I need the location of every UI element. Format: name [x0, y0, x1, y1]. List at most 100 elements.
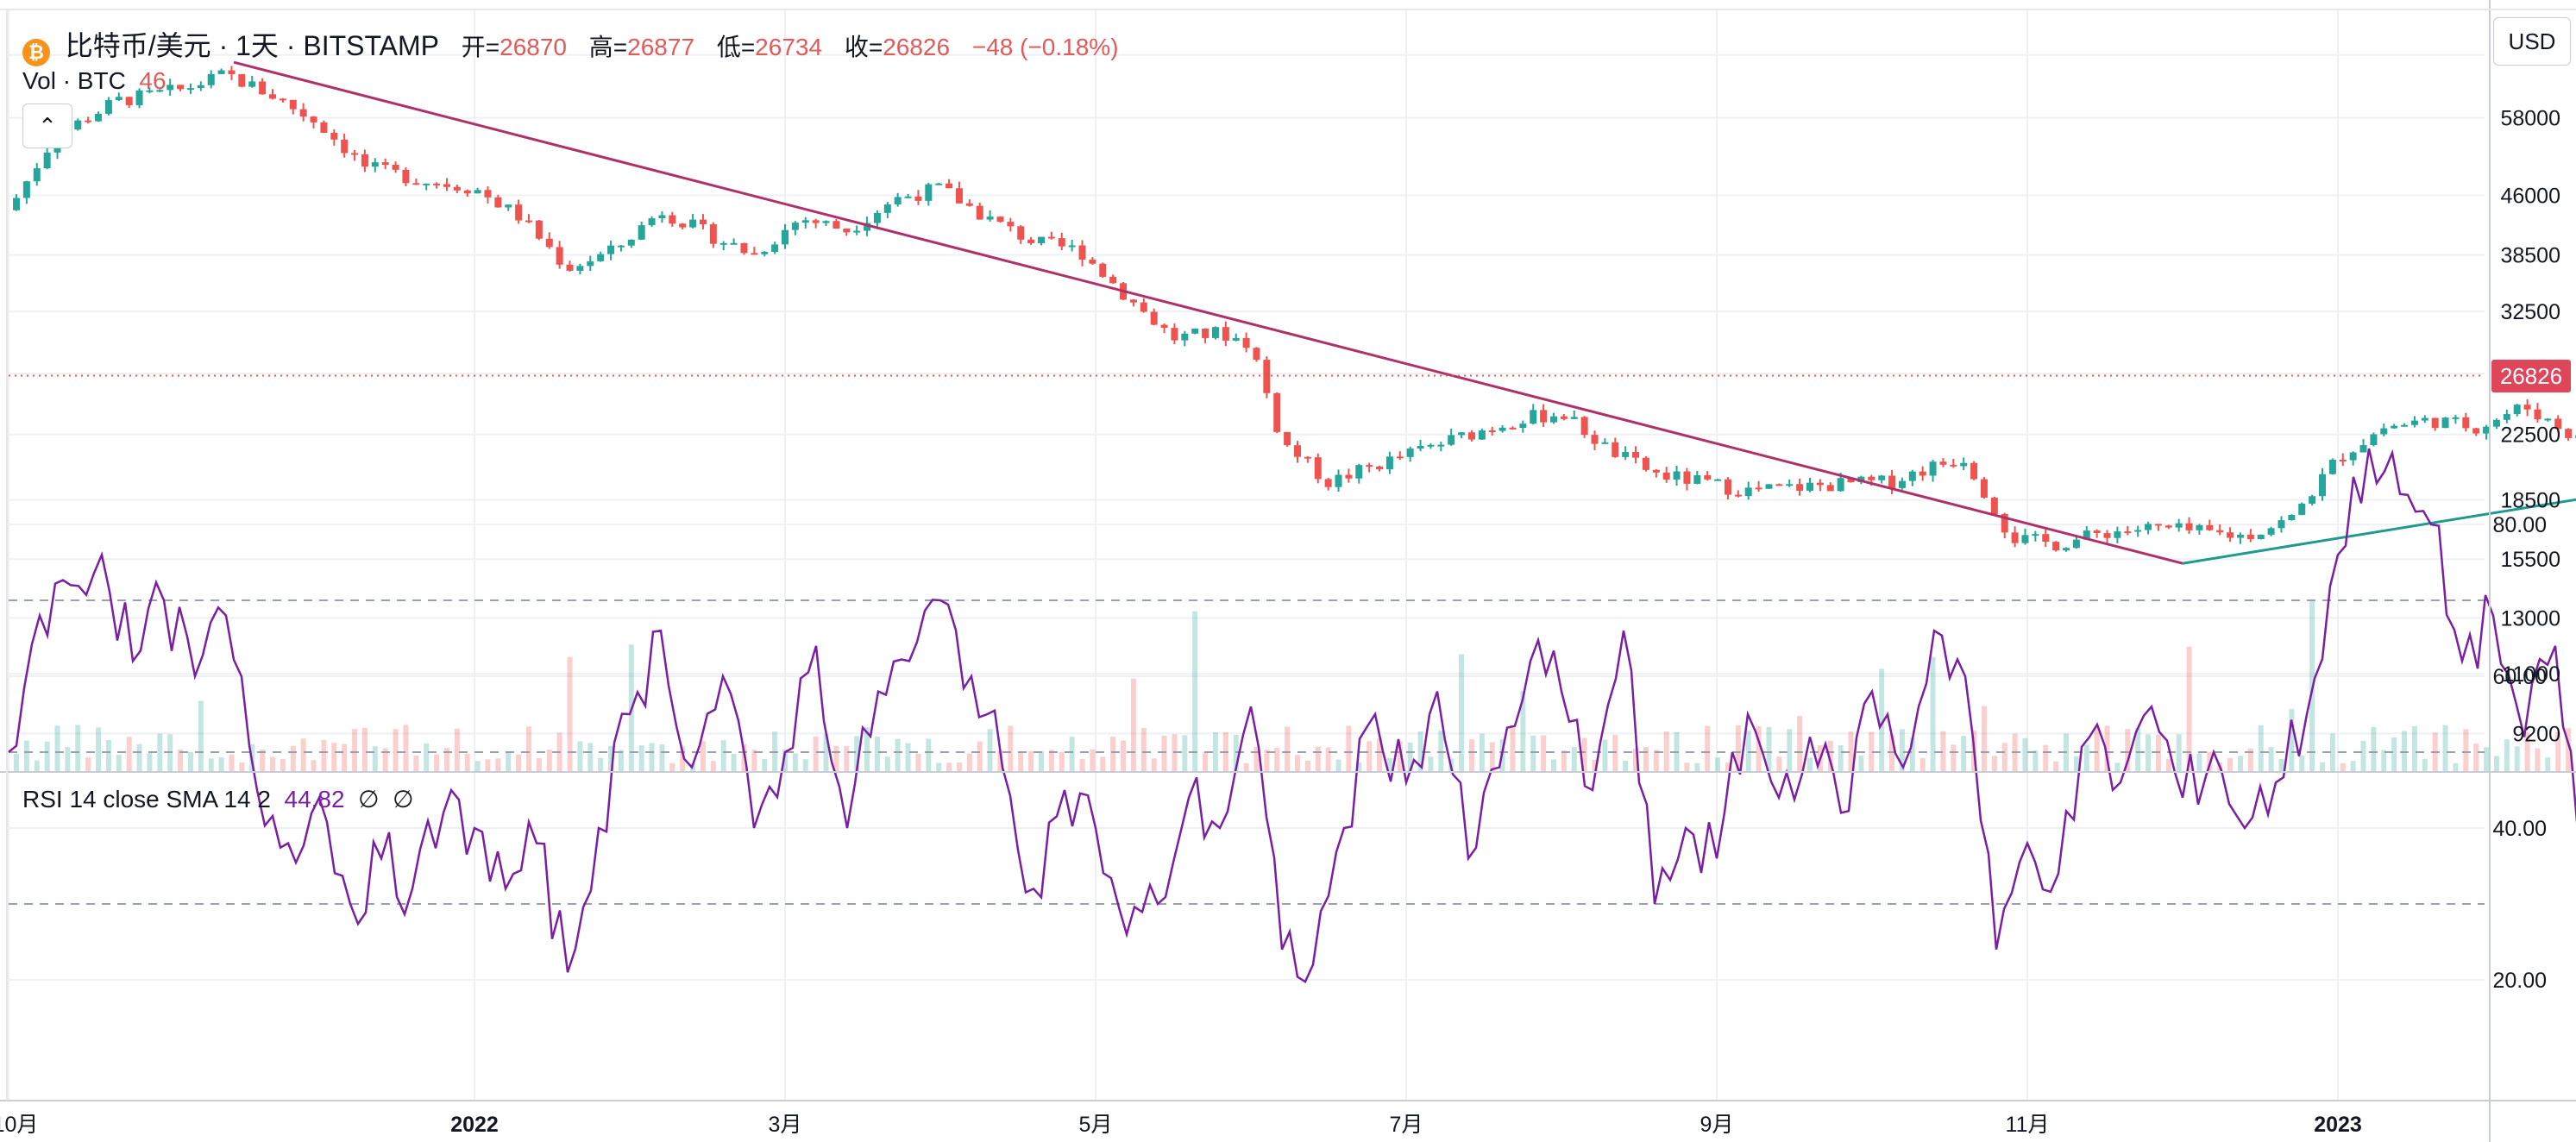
volume-bar: [2053, 761, 2059, 772]
volume-bar: [2504, 739, 2510, 772]
volume-bar: [2083, 744, 2089, 772]
volume-bar: [1100, 756, 1106, 772]
candle-body: [1642, 457, 1649, 470]
low-value: 26734: [755, 34, 823, 60]
volume-bar: [2535, 748, 2541, 772]
candle-body: [1335, 474, 1342, 487]
volume-bar: [1090, 749, 1096, 772]
volume-bar: [966, 753, 972, 772]
time-tick-label: 10月: [0, 1113, 38, 1137]
candle-body: [1253, 348, 1260, 361]
volume-bar: [198, 700, 204, 772]
candle-body: [751, 253, 758, 255]
candle-body: [1448, 435, 1455, 445]
candle-body: [1273, 392, 1281, 432]
volume-bar: [2268, 747, 2274, 772]
candle-body: [1385, 456, 1393, 470]
candle-body: [1324, 479, 1332, 487]
volume-bar: [382, 748, 388, 772]
candle-body: [1673, 471, 1681, 480]
rsi-label: RSI 14 close SMA 14 2: [22, 786, 271, 813]
candle-body: [597, 254, 605, 261]
volume-bar: [2299, 755, 2305, 772]
candle-body: [1047, 236, 1055, 239]
candle-body: [1345, 474, 1353, 479]
volume-bar: [1140, 728, 1147, 772]
trendline-uptrend-2023[interactable]: [2182, 306, 2576, 565]
time-tick-label: 2023: [2314, 1113, 2362, 1137]
time-axis[interactable]: 10月20223月5月7月9月11月20233月5月7月9月: [0, 1113, 2576, 1137]
volume-bar: [1253, 746, 1260, 772]
candle-body: [2227, 532, 2234, 538]
candle-body: [1171, 328, 1178, 341]
candle-body: [1868, 476, 1875, 480]
candle-body: [177, 85, 185, 90]
volume-bar: [1705, 725, 1711, 772]
candle-body: [607, 245, 615, 254]
volume-bar: [1848, 731, 1854, 772]
symbol-title[interactable]: 比特币/美元 · 1天 · BITSTAMP: [65, 30, 439, 61]
volume-bar: [1489, 742, 1495, 772]
volume-bar: [403, 725, 409, 772]
candle-body: [2421, 417, 2428, 421]
volume-bar: [2453, 762, 2459, 772]
candle-body: [1202, 328, 1209, 338]
volume-bar: [1285, 726, 1291, 772]
volume-bar: [1889, 734, 1895, 772]
volume-bar: [1233, 735, 1239, 772]
time-tick-label: 2022: [450, 1113, 499, 1137]
volume-bar: [1797, 715, 1803, 772]
candle-body: [1519, 424, 1527, 429]
candle-body: [494, 197, 502, 208]
trendline-downtrend-2022[interactable]: [233, 60, 2183, 565]
rsi-legend[interactable]: RSI 14 close SMA 14 2 44.82 ∅ ∅: [22, 785, 413, 813]
price-tick-label: 11000: [2502, 662, 2560, 687]
price-axis[interactable]: 7000058000460003850032500225001850015500…: [2500, 44, 2560, 747]
candle-body: [135, 90, 143, 105]
candle-body: [1765, 484, 1773, 489]
volume-bar: [710, 761, 716, 772]
currency-button[interactable]: USD: [2493, 17, 2571, 66]
trendlines[interactable]: [9, 10, 2576, 772]
volume-bar: [1008, 725, 1014, 772]
candle-body: [627, 239, 635, 246]
candle-body: [1847, 478, 1855, 483]
volume-bar: [2545, 757, 2551, 772]
volume-bar: [1039, 750, 1044, 772]
candle-body: [2196, 524, 2203, 530]
candle-body: [1458, 432, 1466, 436]
candle-body: [1478, 430, 1486, 440]
volume-bar: [997, 750, 1003, 772]
volume-legend[interactable]: Vol · BTC 46: [22, 67, 166, 95]
price-tick-label: 38500: [2500, 244, 2560, 268]
rsi-tick-label: 40.00: [2492, 817, 2547, 841]
candle-body: [1129, 299, 1137, 303]
volume-bar: [1807, 757, 1813, 772]
candle-body: [1755, 487, 1762, 490]
candle-body: [505, 204, 512, 208]
candle-body: [310, 116, 317, 122]
candle-body: [2565, 429, 2573, 438]
candle-body: [2246, 534, 2254, 540]
candle-body: [320, 122, 328, 133]
volume-bar: [2289, 708, 2295, 772]
candle-body: [2145, 524, 2152, 530]
volume-bars: [14, 599, 2572, 772]
candle-body: [95, 113, 103, 122]
candle-body: [1919, 471, 1926, 476]
candle-body: [525, 220, 532, 223]
volume-bar: [342, 744, 348, 772]
candle-body: [2328, 459, 2336, 474]
volume-bar: [638, 745, 644, 772]
close-value: 26826: [883, 34, 951, 60]
candle-body: [2278, 520, 2285, 529]
volume-bar: [434, 754, 440, 772]
rsi-axis[interactable]: 20.00 40.00 60.00 80.00: [2492, 513, 2547, 993]
candle-body: [1540, 410, 1548, 423]
volume-bar: [844, 746, 850, 772]
candle-body: [2103, 533, 2111, 538]
candle-body: [946, 183, 953, 189]
candle-body: [1078, 245, 1086, 260]
collapse-legend-button[interactable]: ⌃: [22, 104, 72, 148]
